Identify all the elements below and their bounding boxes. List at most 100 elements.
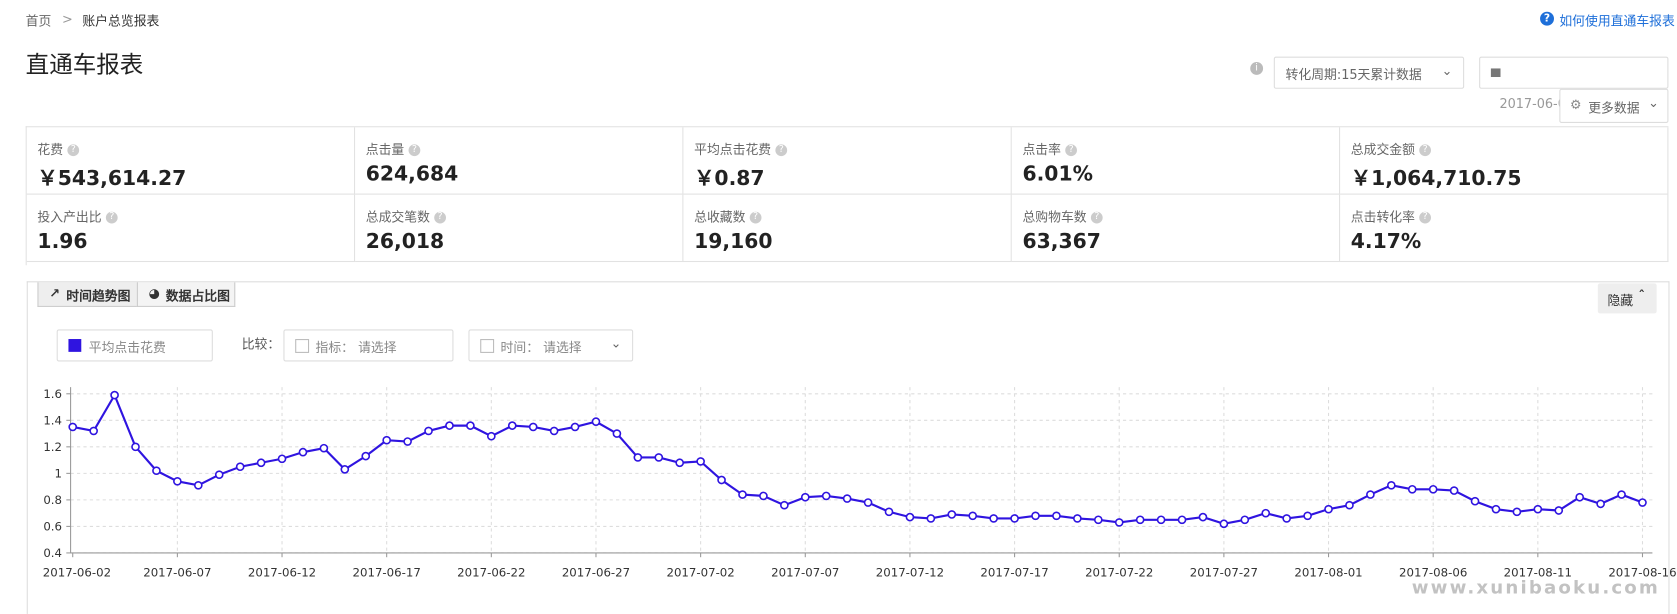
metric-value: 4.17%	[1350, 229, 1422, 254]
point	[1240, 515, 1250, 525]
watermark: www.xunibaoku.com	[1411, 577, 1661, 599]
metric-value: 624,684	[365, 162, 459, 187]
point	[445, 421, 454, 430]
metric-value: ￥0.87	[694, 166, 765, 191]
metric-cell: 点击率? 6.01%	[1011, 127, 1341, 195]
time-select[interactable]: 时间： 请选择 ⌄	[468, 329, 634, 362]
point	[1219, 519, 1229, 529]
time-select-text: 时间： 请选择	[500, 340, 582, 356]
metric-label: 总购物车数?	[1022, 207, 1103, 225]
metric-label-text: 点击转化率	[1350, 209, 1415, 225]
metric-cell: 总成交笔数? 26,018	[355, 194, 684, 263]
y-tick-label: 1.6	[43, 387, 62, 401]
point	[1470, 496, 1480, 506]
tab-active[interactable]: ↗ 时间趋势图	[37, 282, 138, 307]
point	[1135, 515, 1145, 525]
point	[361, 451, 371, 461]
point	[1303, 511, 1312, 521]
x-tick-label: 2017-08-16	[1608, 565, 1676, 579]
point	[780, 500, 789, 510]
help-icon: ?	[1540, 11, 1554, 26]
point	[1198, 512, 1208, 522]
x-tick-label: 2017-07-07	[771, 565, 839, 579]
help-icon: ?	[105, 211, 118, 224]
more-data-text: 更多数据	[1588, 100, 1640, 116]
date-picker[interactable]	[1479, 56, 1669, 89]
x-tick-label: 2017-07-27	[1190, 565, 1258, 579]
point	[1156, 515, 1166, 525]
breadcrumb-current: 账户总览报表	[82, 13, 160, 29]
chevron-up: ˆ	[1638, 288, 1645, 304]
metric-label-text: 总成交笔数	[365, 209, 430, 225]
more-data-button[interactable]: ⚙ 更多数据 ⌄	[1559, 88, 1669, 123]
period-select[interactable]: 转化周期:15天累计数据 ⌄	[1273, 56, 1465, 89]
breadcrumb-home[interactable]: 首页	[25, 13, 52, 29]
point	[173, 476, 182, 486]
point	[1177, 515, 1187, 525]
point	[1407, 484, 1417, 494]
metric-label-text: 平均点击花费	[694, 142, 772, 158]
metric-cell: 总成交金额? ￥1,064,710.75	[1340, 127, 1669, 195]
hide-text: 隐藏	[1607, 293, 1634, 309]
help-link[interactable]: 如何使用直通车报表	[1559, 13, 1675, 29]
point	[1428, 484, 1438, 494]
point	[696, 457, 705, 466]
metric-select[interactable]: 指标： 请选择	[283, 329, 454, 362]
metric-label: 点击转化率?	[1350, 207, 1432, 225]
tab-icon: ↗	[49, 285, 60, 301]
point	[403, 437, 412, 446]
point	[486, 431, 496, 441]
point	[1491, 504, 1501, 514]
point	[1345, 500, 1354, 510]
hide-button[interactable]: 隐藏 ˆ	[1597, 283, 1657, 314]
point	[821, 491, 831, 501]
period-select-text: 转化周期:15天累计数据	[1285, 67, 1422, 83]
x-tick-label: 2017-06-02	[43, 565, 111, 579]
line-chart: 0.4 0.6 0.8 1 1.2 1.4 1.6 2017-06-02 2017-06-07 2…	[43, 387, 1677, 579]
point	[591, 417, 601, 426]
point	[89, 426, 98, 436]
metric-label: 点击量?	[366, 140, 421, 158]
metric-label-text: 点击量	[365, 142, 405, 158]
chevron: ⌄	[610, 335, 622, 351]
metric-value: 6.01%	[1022, 162, 1093, 187]
x-tick-label: 2017-06-27	[562, 565, 630, 579]
help-icon: ?	[775, 144, 788, 157]
x-tick-label: 2017-06-17	[353, 565, 421, 579]
point	[989, 514, 998, 523]
help-icon: ?	[1419, 211, 1432, 224]
x-tick-label: 2017-07-22	[1085, 565, 1153, 579]
gear-icon: ⚙	[1570, 97, 1582, 113]
point	[926, 514, 936, 523]
point	[570, 422, 580, 432]
metric-cell: 点击转化率? 4.17%	[1340, 194, 1669, 263]
point	[759, 491, 768, 501]
tab-label: 数据占比图	[165, 288, 230, 304]
x-tick-label: 2017-07-02	[666, 565, 734, 579]
help-icon: ?	[749, 211, 762, 224]
point	[277, 454, 287, 464]
help-icon: ?	[408, 144, 421, 157]
chevron: ⌄	[1648, 95, 1659, 111]
point	[1596, 499, 1605, 509]
point	[675, 458, 685, 468]
checkbox[interactable]	[480, 339, 495, 353]
point	[1366, 490, 1375, 499]
chevron: ⌄	[1441, 63, 1453, 79]
point	[1554, 506, 1564, 515]
point	[1052, 511, 1061, 521]
checkbox[interactable]	[295, 339, 310, 353]
metric-label-text: 总成交金额	[1350, 142, 1415, 158]
metric-value: ￥543,614.27	[37, 166, 187, 191]
point	[654, 453, 664, 462]
point	[1533, 504, 1543, 514]
point	[193, 480, 203, 490]
metric-cell: 花费? ￥543,614.27	[26, 127, 356, 195]
y-tick-label: 0.8	[43, 493, 62, 507]
point	[717, 475, 726, 485]
point	[340, 465, 350, 474]
tab[interactable]: ◕ 数据占比图	[136, 282, 236, 307]
legend-box[interactable]: 平均点击花费	[56, 329, 213, 362]
point	[1449, 486, 1459, 495]
y-tick-label: 1.2	[43, 440, 62, 454]
